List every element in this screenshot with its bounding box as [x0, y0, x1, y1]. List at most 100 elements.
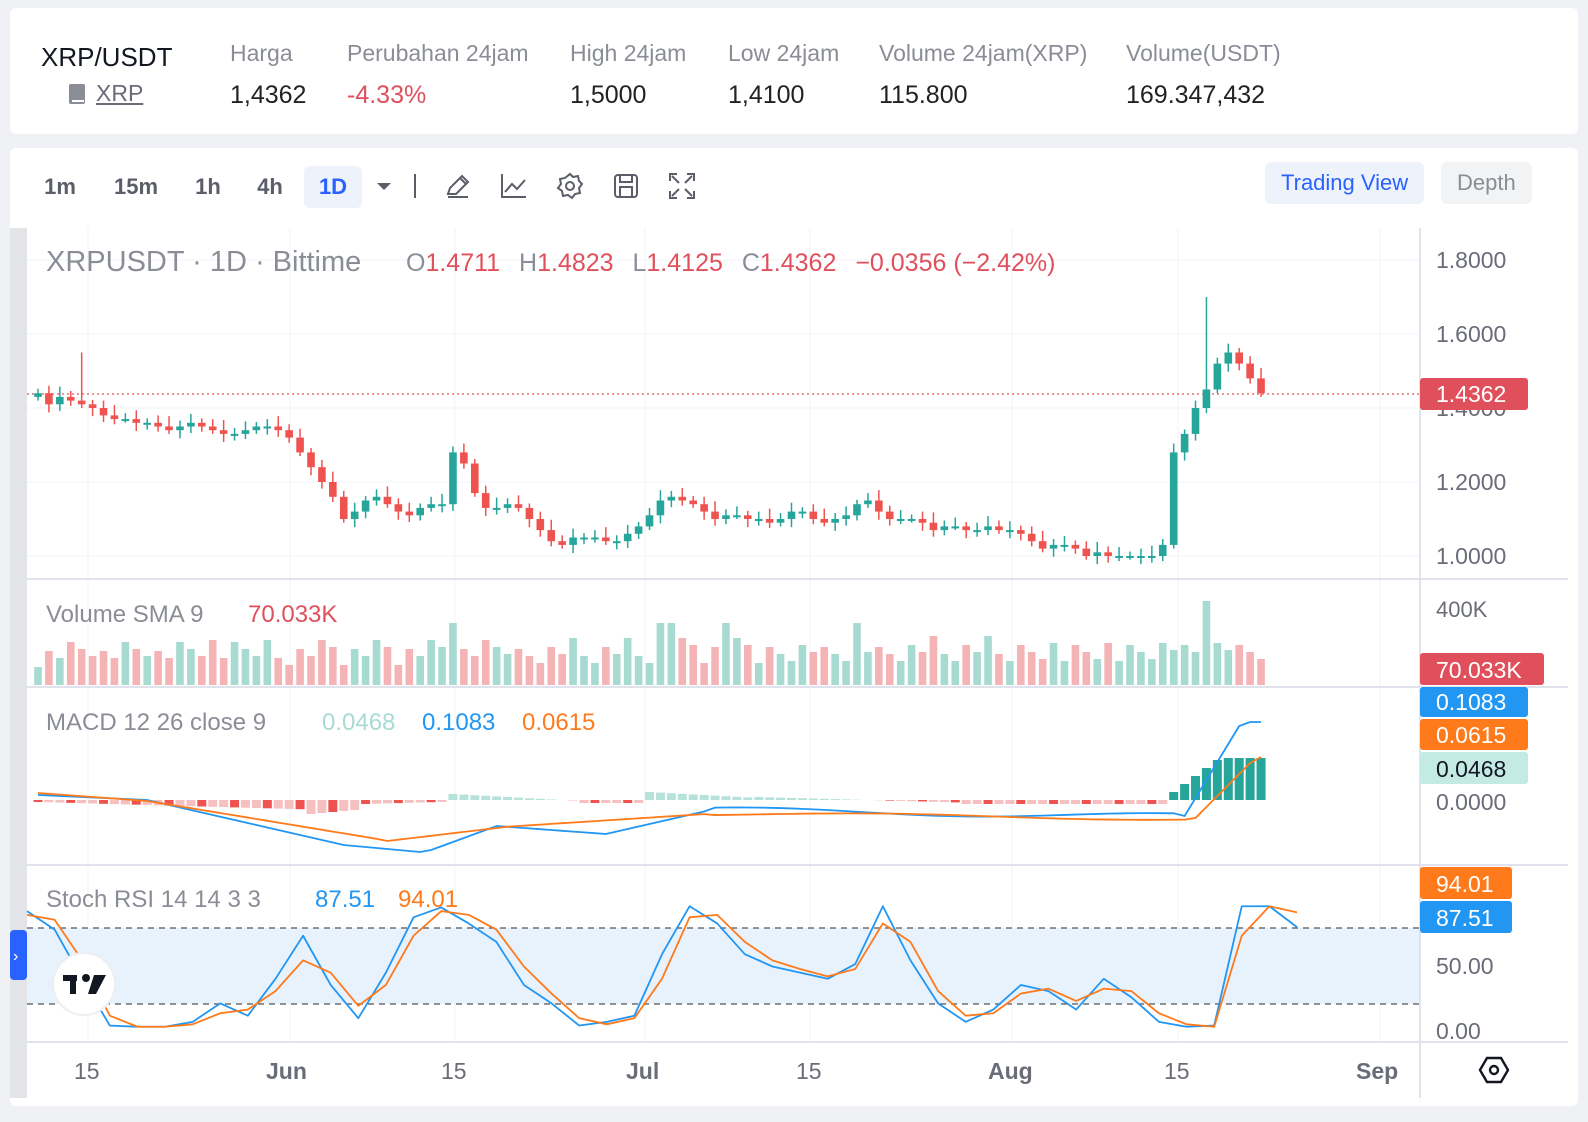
macd-histogram-bar [623, 800, 633, 803]
time-label: Jun [266, 1058, 307, 1084]
macd-histogram-bar [1191, 776, 1201, 800]
macd-histogram-bar [382, 800, 392, 804]
trading-view-button[interactable]: Trading View [1265, 162, 1425, 204]
fullscreen-icon[interactable] [666, 170, 698, 202]
tradingview-logo [52, 952, 116, 1016]
macd-histogram-bar [1223, 758, 1233, 800]
candle-body [45, 393, 53, 405]
toolbar-divider [414, 174, 416, 198]
volume-bar [962, 645, 970, 685]
market-info-card: XRP/USDT XRP Harga 1,4362 Perubahan 24ja… [10, 8, 1578, 134]
candle-body [56, 396, 64, 405]
volume-bar [339, 665, 348, 685]
volume-bar [973, 652, 981, 685]
candle-body [372, 496, 381, 501]
stoch-legend: Stoch RSI 14 14 3 3 [46, 886, 261, 913]
candle-body [842, 515, 850, 519]
asset-link[interactable]: XRP [68, 80, 143, 107]
stoch-k-value: 87.51 [315, 886, 375, 913]
timeframe-4h[interactable]: 4h [257, 174, 283, 199]
volume-bar [492, 647, 501, 685]
volume-bar [252, 656, 261, 685]
macd-histogram-bar [645, 792, 655, 800]
asset-name[interactable]: XRP [96, 80, 144, 106]
candle-body [1224, 352, 1233, 364]
candle-body [612, 541, 621, 544]
volume-bar [274, 658, 283, 685]
volume-bar [1126, 645, 1134, 685]
candle-body [1148, 556, 1156, 558]
volume-bar [285, 665, 293, 685]
stoch-d-line [26, 905, 1298, 1028]
candle-body [831, 519, 839, 523]
timeframe-1h[interactable]: 1h [195, 174, 221, 199]
signal-badge-text: 0.0615 [1436, 722, 1506, 748]
candle-body [350, 511, 359, 519]
timeframe-1d[interactable]: 1D [304, 166, 362, 208]
macd-histogram-bar [907, 800, 917, 802]
price-tick: 1.0000 [1436, 543, 1506, 569]
candle-body [1257, 378, 1265, 394]
candle-body [329, 482, 337, 497]
volume-bar [1115, 661, 1123, 685]
volume-bar [1027, 652, 1036, 685]
macd-histogram-bar [819, 798, 829, 800]
volume-bar [700, 663, 708, 685]
chevron-down-icon[interactable] [368, 170, 400, 202]
volume-bar [350, 649, 359, 685]
macd-histogram-bar [535, 798, 545, 800]
volume-bar [56, 658, 64, 685]
depth-button[interactable]: Depth [1441, 162, 1532, 204]
save-icon[interactable] [610, 170, 642, 202]
volume-bar [656, 623, 665, 685]
volume-bar [110, 658, 119, 685]
macd-histogram-bar [830, 799, 840, 800]
candle-body [1246, 363, 1254, 379]
macd-histogram-bar [743, 797, 753, 800]
price-badge-text: 1.4362 [1436, 381, 1506, 407]
macd-histogram-bar [1005, 800, 1015, 804]
settings-hex-icon[interactable] [1478, 1056, 1510, 1084]
volume-bar [1093, 659, 1102, 685]
candle-body [875, 500, 883, 512]
gear-icon[interactable] [554, 170, 586, 202]
stoch-band [27, 928, 1420, 1004]
macd-histogram-bar [372, 800, 382, 804]
chevron-right-icon[interactable]: › [13, 948, 18, 965]
macd-histogram-bar [66, 800, 76, 803]
candle-body [394, 504, 403, 512]
macd-histogram-bar [415, 800, 425, 803]
candle-body [864, 500, 872, 505]
pencil-icon[interactable] [442, 170, 474, 202]
price-badge [1420, 378, 1528, 410]
volume-bar [525, 656, 534, 685]
timeframe-15m[interactable]: 15m [113, 174, 159, 199]
timeframe-1m[interactable]: 1m [44, 174, 76, 199]
indicator-icon[interactable] [498, 170, 530, 202]
macd-histogram-bar [295, 800, 305, 810]
macd-histogram-bar [1114, 800, 1124, 804]
stoch-layer [26, 905, 1298, 1028]
volume-bar [263, 640, 272, 685]
volume-bar [820, 647, 829, 685]
candle-body [896, 519, 905, 521]
c-label: C [742, 249, 760, 277]
time-label: 15 [441, 1058, 467, 1084]
volume-bar [1038, 659, 1047, 685]
macd-histogram-bar [99, 800, 109, 804]
pair-title: XRP/USDT [41, 42, 173, 72]
macd-histogram-bar [448, 794, 458, 800]
candle-body [77, 400, 86, 405]
macd-histogram-bar [109, 800, 119, 805]
volume-bar [471, 656, 479, 685]
price-tick: 1.2000 [1436, 469, 1506, 495]
macd-histogram-bar [568, 800, 578, 801]
candle-body [99, 408, 108, 416]
candle-body [274, 426, 283, 431]
volume-bar [143, 656, 151, 685]
side-panel-toggle[interactable] [10, 930, 27, 980]
volume-bar [296, 649, 304, 685]
macd-histogram-bar [721, 796, 731, 800]
stat-high: High 24jam 1,5000 [570, 40, 687, 109]
